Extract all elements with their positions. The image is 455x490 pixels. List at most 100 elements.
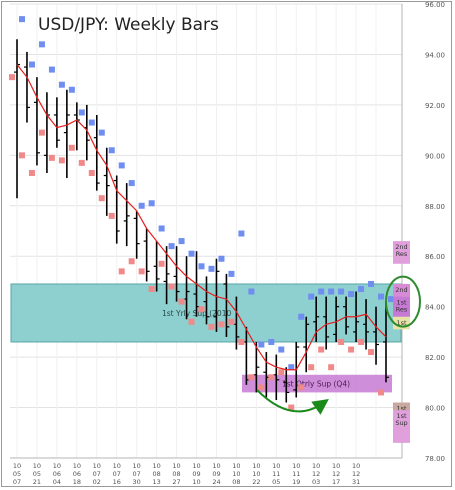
level-label: 2nd (395, 243, 407, 251)
price-bar (103, 147, 110, 216)
x-tick-label: 10 (53, 462, 61, 470)
x-tick-label: 07 (13, 478, 21, 486)
projected-low-marker (268, 374, 275, 381)
quarterly-support-label: 1st Qtrly Sup (Q4) (282, 380, 350, 389)
projected-high-marker (158, 225, 165, 232)
x-tick-label: 09 (212, 470, 220, 478)
x-tick-label: 31 (352, 478, 360, 486)
x-tick-label: 10 (272, 462, 280, 470)
projected-low-marker (368, 349, 375, 356)
x-tick-label: 10 (192, 478, 200, 486)
y-tick-label: 92.00 (425, 102, 445, 110)
highlight-ellipse (385, 275, 421, 328)
x-tick-label: 22 (252, 478, 260, 486)
y-tick-label: 94.00 (425, 51, 445, 59)
price-bar (323, 296, 330, 350)
projected-low-marker (348, 346, 355, 353)
y-tick-label: 82.00 (425, 354, 445, 362)
projected-low-marker (78, 159, 85, 166)
projected-low-marker (298, 384, 305, 391)
projected-high-marker (148, 200, 155, 207)
projected-low-marker (58, 157, 65, 164)
y-tick-label: 90.00 (425, 152, 445, 160)
projected-low-marker (278, 369, 285, 376)
x-tick-label: 11 (292, 470, 300, 478)
projected-low-marker (18, 152, 25, 159)
x-tick-label: 12 (332, 470, 340, 478)
x-tick-label: 27 (172, 478, 180, 486)
x-tick-label: 02 (93, 478, 101, 486)
x-tick-label: 06 (53, 470, 61, 478)
price-bars (14, 39, 389, 403)
projected-low-marker (198, 306, 205, 313)
projected-low-marker (48, 154, 55, 161)
x-tick-label: 10 (13, 462, 21, 470)
level-label: 2nd (395, 286, 407, 294)
x-tick-label: 05 (272, 478, 280, 486)
x-tick-label: 30 (133, 478, 141, 486)
x-tick-label: 21 (33, 478, 41, 486)
x-tick-label: 07 (113, 470, 121, 478)
level-label: 1st (396, 405, 407, 413)
projected-high-marker (218, 255, 225, 262)
level-label-secondary: Res (396, 306, 408, 314)
projected-high-marker (168, 243, 175, 250)
x-tick-label: 08 (232, 478, 240, 486)
projected-low-marker (318, 346, 325, 353)
projected-high-marker (358, 286, 365, 293)
price-bar (123, 183, 130, 247)
projected-high-marker (68, 86, 75, 93)
x-tick-label: 13 (152, 478, 160, 486)
x-tick-label: 10 (172, 462, 180, 470)
level-box (393, 410, 410, 443)
projected-low-marker (308, 364, 315, 371)
projected-high-marker (208, 265, 215, 272)
price-bar (113, 175, 120, 244)
x-tick-label: 10 (232, 462, 240, 470)
price-bar (283, 367, 290, 403)
x-tick-label: 10 (332, 462, 340, 470)
price-bar (143, 228, 150, 282)
x-tick-label: 10 (312, 462, 320, 470)
price-bar (53, 97, 60, 148)
projected-low-marker (228, 318, 235, 325)
projected-low-marker (168, 283, 175, 290)
y-tick-label: 96.00 (425, 2, 445, 9)
projected-low-marker (328, 364, 335, 371)
projected-high-marker (338, 288, 345, 295)
projected-low-marker (118, 268, 125, 275)
projected-high-marker (128, 180, 135, 187)
projected-high-marker (198, 263, 205, 270)
price-bar (363, 299, 370, 350)
projected-high-marker (328, 288, 335, 295)
level-label-secondary: Sup (395, 419, 407, 427)
projected-low-marker (358, 338, 365, 345)
price-bar (93, 114, 100, 191)
projected-high-marker (108, 147, 115, 154)
projected-high-marker (318, 288, 325, 295)
x-tick-label: 03 (312, 478, 320, 486)
price-bar (23, 51, 30, 123)
x-tick-label: 10 (152, 462, 160, 470)
chart-title: USD/JPY: Weekly Bars (38, 15, 219, 35)
moving-average-line (16, 64, 387, 371)
price-bar (303, 316, 310, 373)
projected-low-marker (38, 129, 45, 136)
projected-low-marker (98, 195, 105, 202)
x-tick-label: 07 (93, 470, 101, 478)
price-bar (383, 301, 389, 383)
x-axis: 1005071005211006041006181007021007161007… (13, 462, 360, 486)
projected-low-marker (288, 404, 295, 411)
projection-markers (9, 16, 394, 411)
projected-low-marker (208, 323, 215, 330)
projected-high-marker (88, 119, 95, 126)
x-tick-label: 18 (73, 478, 81, 486)
projected-high-marker (308, 293, 315, 300)
y-axis: 78.00 80.00 82.00 84.00 86.00 88.00 90.00 92.00… (425, 2, 445, 463)
price-bar (223, 273, 230, 337)
projected-low-marker (108, 212, 115, 219)
x-tick-label: 10 (33, 462, 41, 470)
projected-high-marker (28, 61, 35, 68)
x-tick-label: 10 (113, 462, 121, 470)
x-tick-label: 10 (292, 462, 300, 470)
